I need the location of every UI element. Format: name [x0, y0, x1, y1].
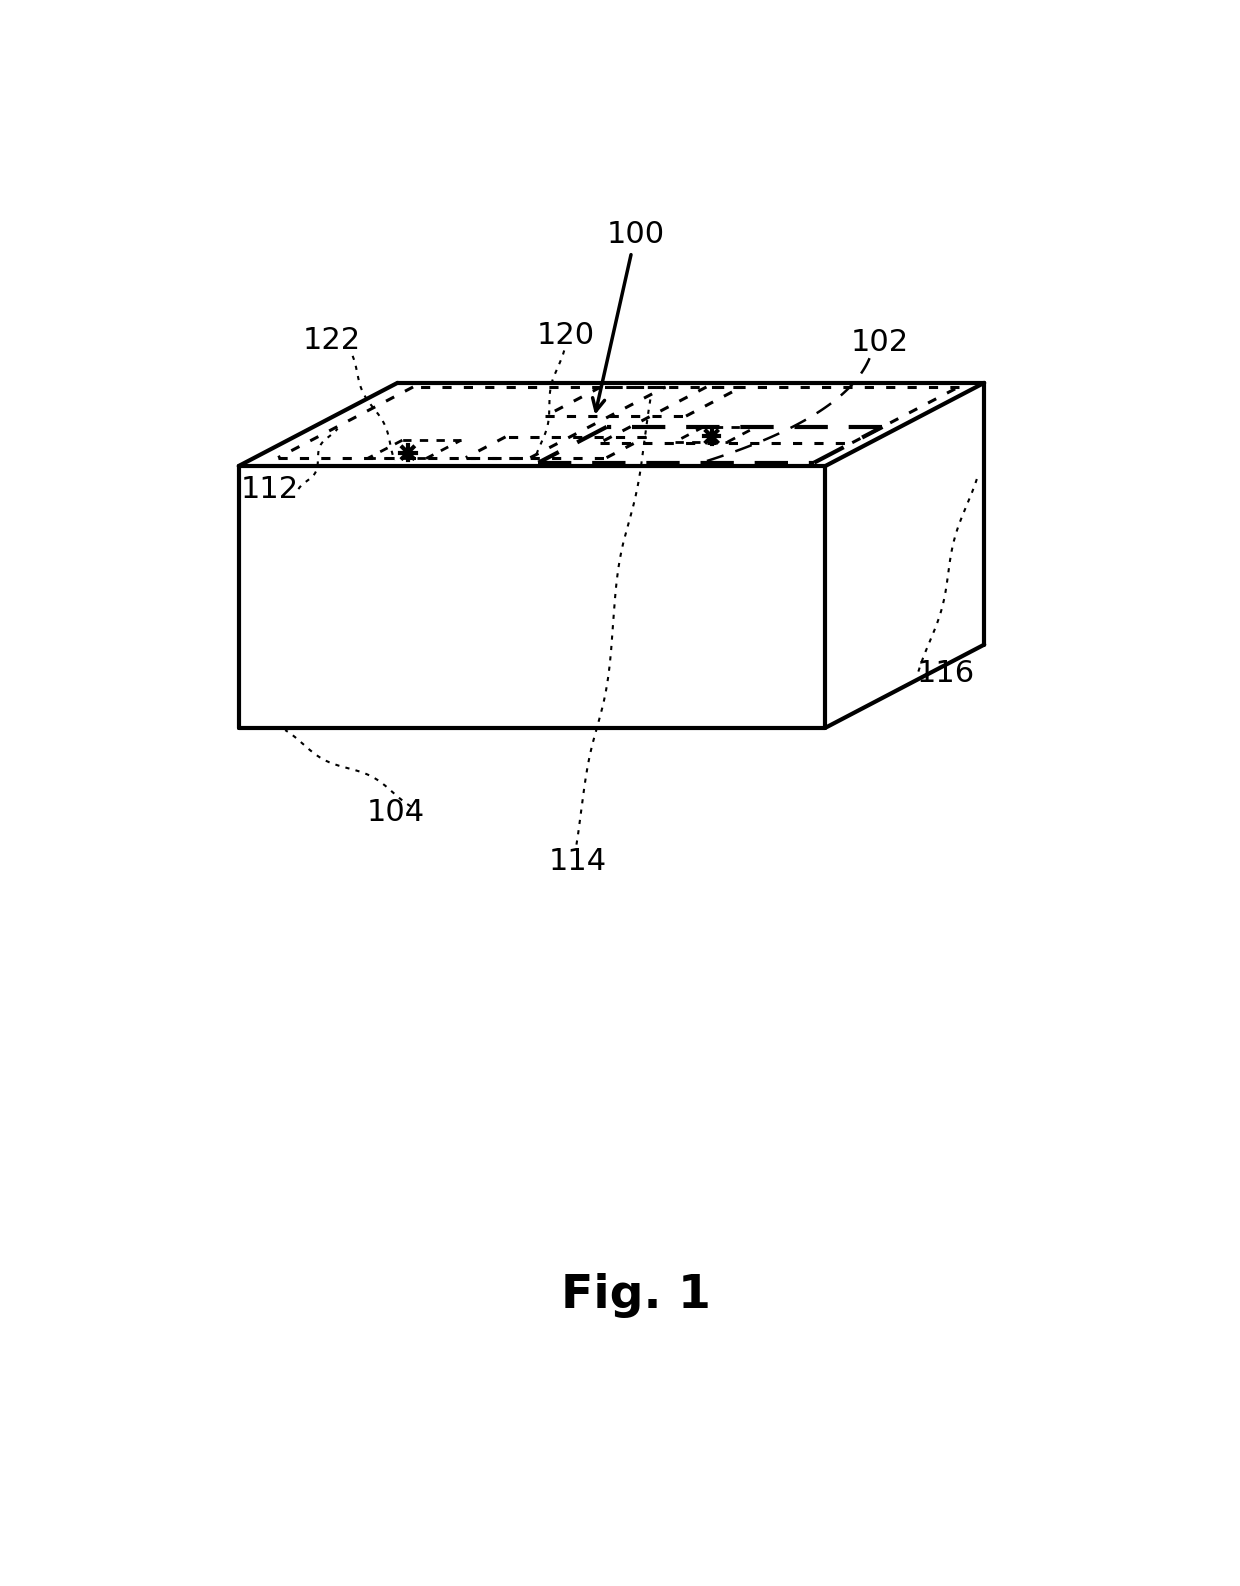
Text: 102: 102	[851, 328, 909, 357]
Text: 116: 116	[916, 660, 975, 688]
Text: Fig. 1: Fig. 1	[560, 1274, 711, 1318]
Text: 104: 104	[366, 798, 424, 826]
Text: 120: 120	[537, 320, 595, 349]
Text: 112: 112	[241, 474, 299, 504]
Text: 100: 100	[606, 220, 665, 249]
Text: 114: 114	[548, 847, 606, 875]
Text: 122: 122	[303, 327, 361, 355]
